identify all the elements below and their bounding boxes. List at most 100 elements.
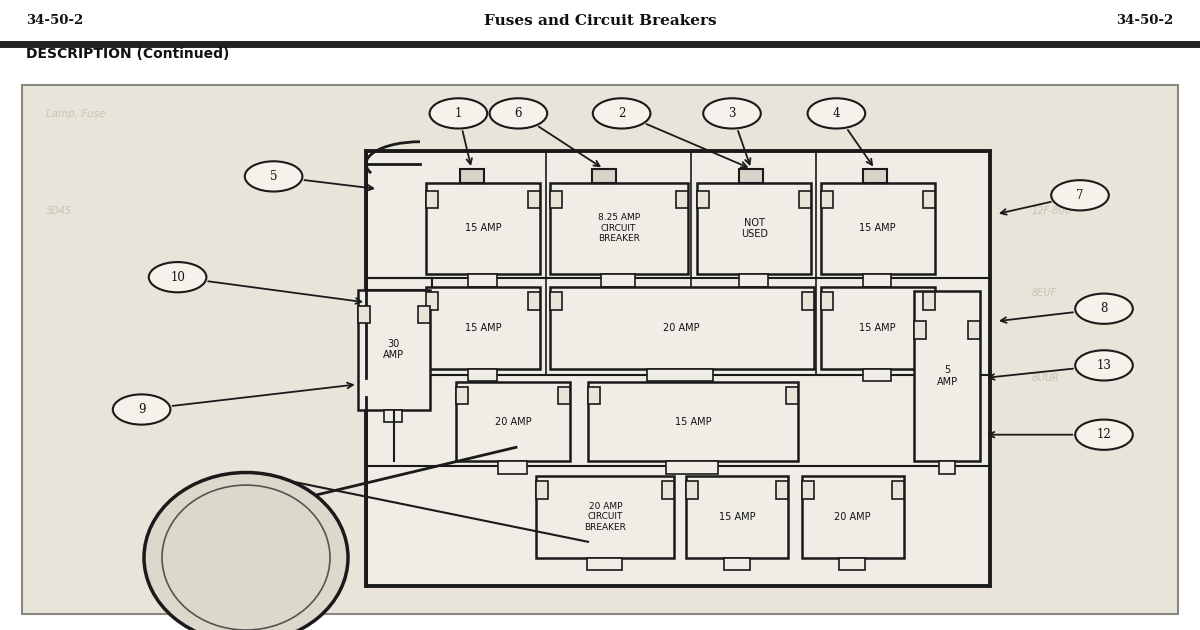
Bar: [22, 85, 1178, 614]
Bar: [892, 481, 904, 498]
Text: Fuses and Circuit Breakers: Fuses and Circuit Breakers: [484, 14, 716, 28]
Text: 12F-80U: 12F-80U: [1032, 206, 1073, 216]
Bar: [536, 476, 674, 558]
Text: 3: 3: [728, 107, 736, 120]
Text: 20 AMP: 20 AMP: [834, 512, 871, 522]
Bar: [686, 481, 698, 498]
Circle shape: [808, 98, 865, 129]
Bar: [550, 287, 814, 369]
Bar: [923, 292, 935, 309]
Circle shape: [149, 262, 206, 292]
Bar: [662, 481, 674, 498]
Bar: [456, 382, 570, 461]
Text: 8.25 AMP
CIRCUIT
BREAKER: 8.25 AMP CIRCUIT BREAKER: [598, 214, 640, 243]
Circle shape: [1051, 180, 1109, 210]
Bar: [528, 191, 540, 209]
Bar: [358, 306, 370, 323]
Bar: [0, 44, 1200, 88]
Text: 12: 12: [1097, 428, 1111, 441]
Bar: [588, 382, 798, 461]
Bar: [863, 169, 887, 183]
Ellipse shape: [144, 472, 348, 630]
Text: 1: 1: [455, 107, 462, 120]
Bar: [821, 287, 935, 369]
Bar: [558, 387, 570, 404]
Bar: [498, 461, 527, 474]
Text: NOT
USED: NOT USED: [740, 217, 768, 239]
Circle shape: [703, 98, 761, 129]
Bar: [676, 191, 688, 209]
Bar: [914, 291, 980, 461]
Text: 30
AMP: 30 AMP: [383, 339, 404, 360]
Circle shape: [490, 98, 547, 129]
Bar: [528, 292, 540, 309]
Bar: [776, 481, 788, 498]
Bar: [456, 387, 468, 404]
Bar: [426, 292, 438, 309]
Bar: [588, 558, 622, 570]
Text: 20 AMP
CIRCUIT
BREAKER: 20 AMP CIRCUIT BREAKER: [584, 501, 626, 532]
Text: 4: 4: [833, 107, 840, 120]
Bar: [426, 183, 540, 274]
Bar: [550, 292, 562, 309]
Bar: [536, 481, 548, 498]
Bar: [914, 321, 926, 339]
Bar: [968, 321, 980, 339]
Bar: [821, 191, 833, 209]
Text: 15 AMP: 15 AMP: [859, 224, 896, 233]
Bar: [799, 191, 811, 209]
Bar: [426, 191, 438, 209]
Circle shape: [113, 394, 170, 425]
Text: 8: 8: [1100, 302, 1108, 315]
Bar: [802, 481, 814, 498]
Text: 34-50-2: 34-50-2: [26, 14, 84, 27]
Circle shape: [430, 98, 487, 129]
Bar: [460, 169, 484, 183]
Text: 3D45: 3D45: [46, 206, 72, 216]
Circle shape: [1075, 294, 1133, 324]
Bar: [923, 191, 935, 209]
Bar: [550, 191, 562, 209]
Bar: [821, 292, 833, 309]
Text: DESCRIPTION (Continued): DESCRIPTION (Continued): [26, 47, 229, 61]
Bar: [938, 461, 955, 474]
Bar: [821, 183, 935, 274]
Bar: [366, 151, 990, 586]
Bar: [802, 476, 904, 558]
Bar: [863, 274, 892, 287]
Circle shape: [1075, 420, 1133, 450]
Bar: [724, 558, 750, 570]
Bar: [647, 369, 713, 381]
Text: 34-50-2: 34-50-2: [1116, 14, 1174, 27]
Circle shape: [245, 161, 302, 192]
Bar: [739, 169, 763, 183]
Bar: [802, 292, 814, 309]
Text: 2: 2: [618, 107, 625, 120]
Text: Lamp, Fuse: Lamp, Fuse: [46, 108, 104, 118]
Text: 15 AMP: 15 AMP: [859, 323, 896, 333]
Bar: [384, 410, 402, 422]
Bar: [418, 306, 430, 323]
Bar: [358, 290, 430, 410]
Circle shape: [593, 98, 650, 129]
Text: 20 AMP: 20 AMP: [494, 417, 532, 427]
Text: 7: 7: [1076, 189, 1084, 202]
Text: 9: 9: [138, 403, 145, 416]
Bar: [839, 558, 865, 570]
Text: 13: 13: [1097, 359, 1111, 372]
Bar: [697, 183, 811, 274]
Bar: [550, 183, 688, 274]
Text: 15 AMP: 15 AMP: [464, 224, 502, 233]
Circle shape: [1075, 350, 1133, 381]
Text: 5
AMP: 5 AMP: [937, 365, 958, 387]
Text: 15 AMP: 15 AMP: [464, 323, 502, 333]
Text: 15 AMP: 15 AMP: [674, 417, 712, 427]
Text: 6: 6: [515, 107, 522, 120]
Bar: [468, 369, 497, 381]
Bar: [592, 169, 616, 183]
Bar: [0, 0, 1200, 44]
Text: 8EUF: 8EUF: [1032, 288, 1057, 298]
Bar: [426, 287, 540, 369]
Bar: [601, 274, 635, 287]
Bar: [739, 274, 768, 287]
